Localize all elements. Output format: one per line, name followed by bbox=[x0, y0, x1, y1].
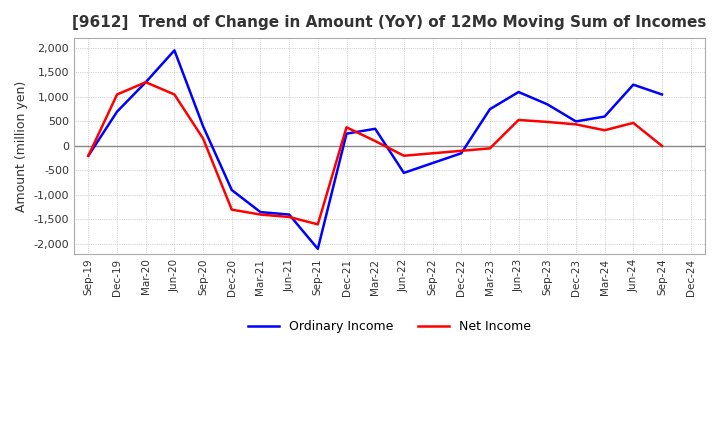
Legend: Ordinary Income, Net Income: Ordinary Income, Net Income bbox=[243, 315, 536, 338]
Ordinary Income bbox=[141, 80, 150, 85]
Ordinary Income bbox=[84, 153, 93, 158]
Net Income bbox=[371, 139, 379, 144]
Net Income bbox=[84, 153, 93, 158]
Net Income bbox=[141, 80, 150, 85]
Ordinary Income bbox=[170, 48, 179, 53]
Y-axis label: Amount (million yen): Amount (million yen) bbox=[15, 81, 28, 212]
Ordinary Income bbox=[313, 246, 322, 252]
Title: [9612]  Trend of Change in Amount (YoY) of 12Mo Moving Sum of Incomes: [9612] Trend of Change in Amount (YoY) o… bbox=[72, 15, 707, 30]
Net Income bbox=[457, 148, 466, 154]
Net Income bbox=[600, 128, 609, 133]
Ordinary Income bbox=[113, 109, 122, 114]
Net Income bbox=[256, 212, 265, 217]
Ordinary Income bbox=[572, 119, 580, 124]
Net Income bbox=[170, 92, 179, 97]
Ordinary Income bbox=[657, 92, 666, 97]
Net Income bbox=[572, 122, 580, 127]
Net Income bbox=[629, 120, 638, 125]
Net Income bbox=[285, 214, 294, 220]
Net Income bbox=[199, 136, 207, 141]
Ordinary Income bbox=[199, 124, 207, 129]
Net Income bbox=[228, 207, 236, 212]
Net Income bbox=[485, 146, 494, 151]
Ordinary Income bbox=[285, 212, 294, 217]
Net Income bbox=[514, 117, 523, 123]
Net Income bbox=[543, 119, 552, 125]
Line: Ordinary Income: Ordinary Income bbox=[89, 50, 662, 249]
Ordinary Income bbox=[371, 126, 379, 132]
Ordinary Income bbox=[457, 150, 466, 156]
Net Income bbox=[428, 150, 437, 156]
Net Income bbox=[657, 143, 666, 149]
Ordinary Income bbox=[514, 89, 523, 95]
Ordinary Income bbox=[485, 106, 494, 112]
Ordinary Income bbox=[428, 161, 437, 166]
Ordinary Income bbox=[543, 102, 552, 107]
Ordinary Income bbox=[400, 170, 408, 176]
Net Income bbox=[400, 153, 408, 158]
Net Income bbox=[342, 125, 351, 130]
Net Income bbox=[113, 92, 122, 97]
Ordinary Income bbox=[600, 114, 609, 119]
Ordinary Income bbox=[342, 131, 351, 136]
Line: Net Income: Net Income bbox=[89, 82, 662, 224]
Net Income bbox=[313, 222, 322, 227]
Ordinary Income bbox=[629, 82, 638, 87]
Ordinary Income bbox=[228, 187, 236, 193]
Ordinary Income bbox=[256, 209, 265, 215]
